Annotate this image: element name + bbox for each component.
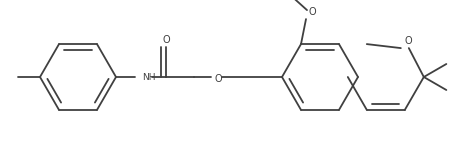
Text: NH: NH bbox=[142, 74, 155, 82]
Text: O: O bbox=[308, 7, 315, 17]
Text: O: O bbox=[403, 36, 411, 46]
Text: O: O bbox=[214, 74, 221, 84]
Text: O: O bbox=[162, 35, 169, 45]
